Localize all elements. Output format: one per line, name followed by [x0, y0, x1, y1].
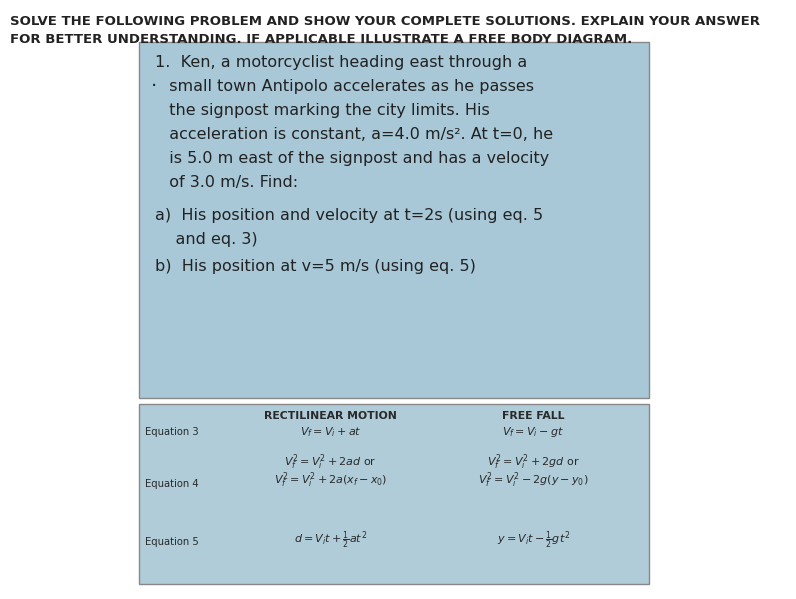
Text: acceleration is constant, a=4.0 m/s². At t=0, he: acceleration is constant, a=4.0 m/s². At…: [159, 127, 553, 143]
FancyBboxPatch shape: [139, 404, 649, 584]
Text: Equation 3: Equation 3: [145, 428, 198, 437]
Text: 1.  Ken, a motorcyclist heading east through a: 1. Ken, a motorcyclist heading east thro…: [155, 55, 528, 71]
Text: $V_f = V_i - gt$: $V_f = V_i - gt$: [502, 425, 564, 440]
Text: a)  His position and velocity at t=2s (using eq. 5: a) His position and velocity at t=2s (us…: [155, 208, 544, 223]
Text: $V_f^2 = V_i^2 + 2ad$ or: $V_f^2 = V_i^2 + 2ad$ or: [284, 453, 377, 472]
Text: ·: ·: [151, 77, 158, 96]
Text: is 5.0 m east of the signpost and has a velocity: is 5.0 m east of the signpost and has a …: [159, 151, 549, 167]
Text: RECTILINEAR MOTION: RECTILINEAR MOTION: [264, 412, 396, 421]
Text: $V_f = V_i + at$: $V_f = V_i + at$: [299, 425, 361, 440]
Text: b)  His position at v=5 m/s (using eq. 5): b) His position at v=5 m/s (using eq. 5): [155, 259, 476, 274]
Text: small town Antipolo accelerates as he passes: small town Antipolo accelerates as he pa…: [159, 79, 534, 95]
Text: of 3.0 m/s. Find:: of 3.0 m/s. Find:: [159, 175, 298, 190]
Text: $V_f^2 = V_i^2 - 2g(y - y_0)$: $V_f^2 = V_i^2 - 2g(y - y_0)$: [478, 471, 588, 490]
Text: $y = V_i t - \frac{1}{2}gt^2$: $y = V_i t - \frac{1}{2}gt^2$: [497, 530, 570, 551]
Text: SOLVE THE FOLLOWING PROBLEM AND SHOW YOUR COMPLETE SOLUTIONS. EXPLAIN YOUR ANSWE: SOLVE THE FOLLOWING PROBLEM AND SHOW YOU…: [10, 15, 760, 28]
Text: $V_f^2 = V_i^2 + 2gd$ or: $V_f^2 = V_i^2 + 2gd$ or: [487, 453, 579, 472]
Text: the signpost marking the city limits. His: the signpost marking the city limits. Hi…: [159, 103, 490, 119]
Text: and eq. 3): and eq. 3): [155, 232, 258, 247]
Text: Equation 4: Equation 4: [145, 479, 198, 489]
FancyBboxPatch shape: [139, 42, 649, 398]
Text: FREE FALL: FREE FALL: [502, 412, 564, 421]
Text: Equation 5: Equation 5: [145, 537, 199, 547]
Text: $d = V_i t + \frac{1}{2}at^2$: $d = V_i t + \frac{1}{2}at^2$: [294, 530, 367, 551]
Text: $V_f^2 = V_i^2 + 2a(x_f - x_0)$: $V_f^2 = V_i^2 + 2a(x_f - x_0)$: [274, 471, 387, 490]
Text: FOR BETTER UNDERSTANDING. IF APPLICABLE ILLUSTRATE A FREE BODY DIAGRAM.: FOR BETTER UNDERSTANDING. IF APPLICABLE …: [10, 33, 633, 46]
